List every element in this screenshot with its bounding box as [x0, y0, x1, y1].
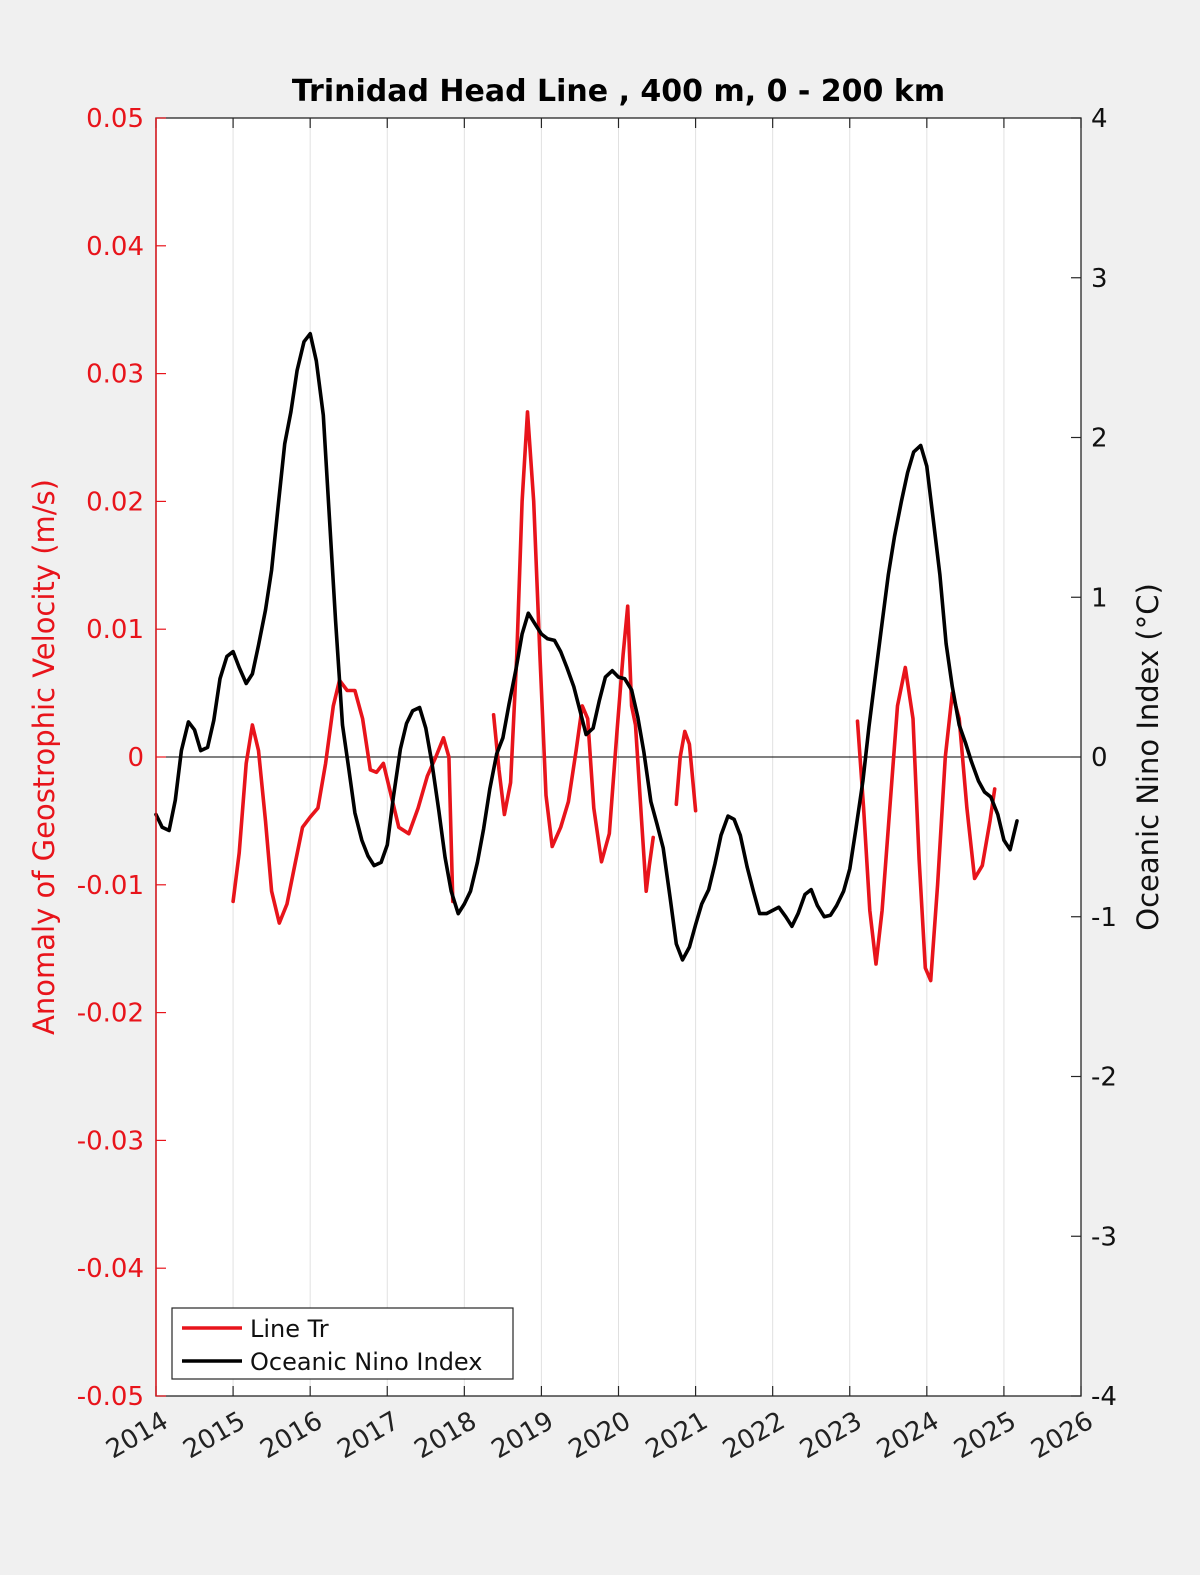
y-tick-label-left: -0.02: [77, 999, 144, 1029]
x-tick-label: 2022: [718, 1406, 790, 1465]
y-tick-label-right: 3: [1091, 264, 1108, 294]
x-tick-label: 2023: [795, 1406, 867, 1465]
y-tick-label-left: -0.03: [77, 1126, 144, 1156]
y-tick-label-left: -0.04: [77, 1254, 144, 1284]
y-tick-label-right: -1: [1091, 903, 1117, 933]
series-line-line-tr: [491, 410, 655, 893]
y-tick-label-left: 0.02: [86, 487, 144, 517]
y-tick-label-left: 0.04: [86, 232, 144, 262]
y-tick-label-right: 0: [1091, 743, 1108, 773]
y-axis-label-right: Oceanic Nino Index (°C): [1131, 583, 1165, 931]
x-tick-label: 2021: [641, 1406, 713, 1465]
legend-label-line-tr: Line Tr: [250, 1315, 329, 1343]
y-tick-label-right: -4: [1091, 1382, 1117, 1412]
series-line-line-tr: [674, 729, 698, 813]
x-tick-label: 2015: [178, 1406, 250, 1465]
y-tick-label-left: 0.05: [86, 104, 144, 134]
x-tick-label: 2017: [332, 1406, 404, 1465]
y-axis-label-left: Anomaly of Geostrophic Velocity (m/s): [27, 479, 61, 1035]
y-tick-label-left: 0.01: [86, 615, 144, 645]
x-tick-label: 2026: [1026, 1406, 1098, 1465]
chart-title: Trinidad Head Line , 400 m, 0 - 200 km: [292, 74, 945, 109]
series-line-oceanic-nino-index: [154, 331, 1019, 962]
y-tick-label-left: -0.01: [77, 871, 144, 901]
y-tick-label-left: 0: [127, 743, 144, 773]
y-tick-label-right: -2: [1091, 1063, 1117, 1093]
x-tick-label: 2014: [101, 1406, 173, 1465]
x-tick-label: 2024: [872, 1406, 944, 1465]
y-tick-label-right: 4: [1091, 104, 1108, 134]
legend: Line Tr Oceanic Nino Index: [171, 1307, 514, 1380]
x-tick-label: 2020: [564, 1406, 636, 1465]
x-tick-label: 2019: [487, 1406, 559, 1465]
x-tick-label: 2016: [255, 1406, 327, 1465]
y-tick-label-right: 1: [1091, 583, 1108, 613]
x-tick-label: 2025: [949, 1406, 1021, 1465]
x-tick-label: 2018: [410, 1406, 482, 1465]
y-tick-label-right: -3: [1091, 1222, 1117, 1252]
y-tick-label-right: 2: [1091, 424, 1108, 454]
y-tick-label-left: -0.05: [77, 1382, 144, 1412]
y-tick-label-left: 0.03: [86, 360, 144, 390]
series-line-line-tr: [855, 665, 997, 983]
legend-box: [171, 1307, 514, 1380]
series-layer: [154, 331, 1019, 983]
legend-label-oceanic-nino-index: Oceanic Nino Index: [250, 1348, 482, 1376]
